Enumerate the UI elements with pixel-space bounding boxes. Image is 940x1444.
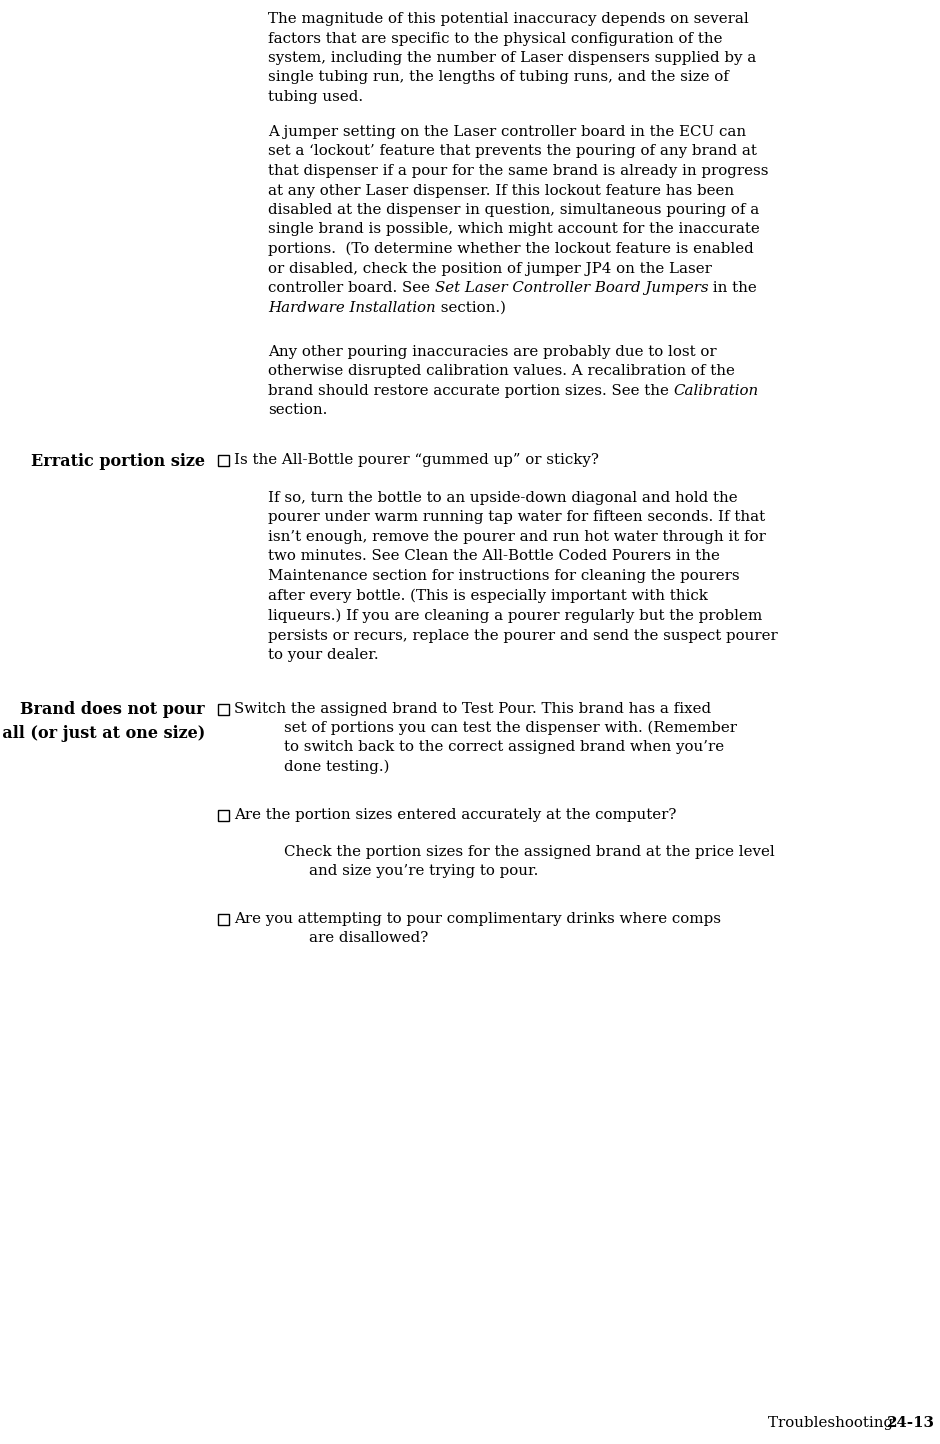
Text: portions.  (To determine whether the lockout feature is enabled: portions. (To determine whether the lock… bbox=[268, 243, 754, 257]
Text: section.: section. bbox=[268, 403, 327, 417]
Text: A jumper setting on the Laser controller board in the ECU can: A jumper setting on the Laser controller… bbox=[268, 126, 746, 139]
Text: Erratic portion size: Erratic portion size bbox=[31, 453, 205, 469]
Text: Switch the assigned brand to Test Pour. This brand has a fixed: Switch the assigned brand to Test Pour. … bbox=[234, 702, 712, 715]
Bar bbox=[218, 703, 229, 715]
Text: set a ‘lockout’ feature that prevents the pouring of any brand at: set a ‘lockout’ feature that prevents th… bbox=[268, 144, 757, 159]
Text: Are the portion sizes entered accurately at the computer?: Are the portion sizes entered accurately… bbox=[234, 807, 677, 822]
Text: or disabled, check the position of jumper JP4 on the Laser: or disabled, check the position of jumpe… bbox=[268, 261, 712, 276]
Text: Troubleshooting: Troubleshooting bbox=[768, 1417, 898, 1430]
Text: that dispenser if a pour for the same brand is already in progress: that dispenser if a pour for the same br… bbox=[268, 165, 769, 178]
Text: If so, turn the bottle to an upside-down diagonal and hold the
pourer under warm: If so, turn the bottle to an upside-down… bbox=[268, 491, 777, 663]
Text: The magnitude of this potential inaccuracy depends on several
factors that are s: The magnitude of this potential inaccura… bbox=[268, 12, 757, 104]
Text: Are you attempting to pour complimentary drinks where comps: Are you attempting to pour complimentary… bbox=[234, 913, 721, 926]
Text: Is the All-Bottle pourer “gummed up” or sticky?: Is the All-Bottle pourer “gummed up” or … bbox=[234, 453, 599, 466]
Text: Brand does not pour
at all (or just at one size): Brand does not pour at all (or just at o… bbox=[0, 702, 205, 742]
Text: and size you’re trying to pour.: and size you’re trying to pour. bbox=[309, 865, 539, 878]
Text: in the: in the bbox=[709, 282, 757, 295]
Text: brand should restore accurate portion sizes. See the: brand should restore accurate portion si… bbox=[268, 384, 674, 399]
Text: set of portions you can test the dispenser with. (Remember: set of portions you can test the dispens… bbox=[284, 721, 737, 735]
Text: section.): section.) bbox=[435, 300, 506, 315]
Text: single brand is possible, which might account for the inaccurate: single brand is possible, which might ac… bbox=[268, 222, 760, 237]
Text: Check the portion sizes for the assigned brand at the price level: Check the portion sizes for the assigned… bbox=[284, 845, 775, 859]
Text: controller board. See: controller board. See bbox=[268, 282, 434, 295]
Bar bbox=[218, 455, 229, 466]
Text: Set Laser Controller Board Jumpers: Set Laser Controller Board Jumpers bbox=[434, 282, 709, 295]
Text: are disallowed?: are disallowed? bbox=[309, 931, 429, 946]
Text: Calibration: Calibration bbox=[674, 384, 759, 399]
Text: 24-13: 24-13 bbox=[887, 1417, 935, 1430]
Text: Any other pouring inaccuracies are probably due to lost or: Any other pouring inaccuracies are proba… bbox=[268, 345, 716, 360]
Bar bbox=[218, 914, 229, 926]
Text: at any other Laser dispenser. If this lockout feature has been: at any other Laser dispenser. If this lo… bbox=[268, 183, 734, 198]
Text: to switch back to the correct assigned brand when you’re: to switch back to the correct assigned b… bbox=[284, 741, 724, 755]
Bar bbox=[218, 810, 229, 820]
Text: Hardware Installation: Hardware Installation bbox=[268, 300, 435, 315]
Text: otherwise disrupted calibration values. A recalibration of the: otherwise disrupted calibration values. … bbox=[268, 364, 735, 378]
Text: disabled at the dispenser in question, simultaneous pouring of a: disabled at the dispenser in question, s… bbox=[268, 204, 760, 217]
Text: done testing.): done testing.) bbox=[284, 760, 389, 774]
